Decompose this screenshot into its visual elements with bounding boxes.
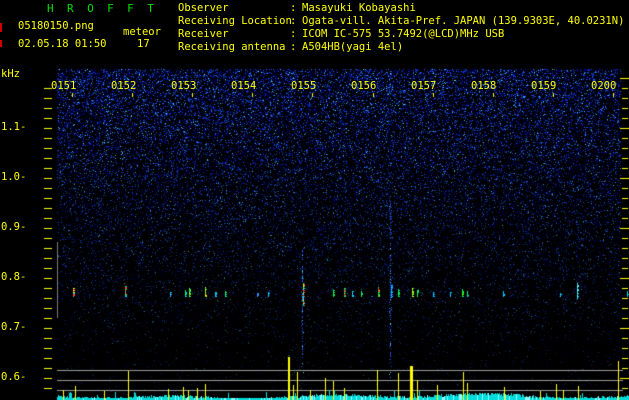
time-tick-label: 0151	[51, 80, 77, 92]
output-filename: 05180150.png	[18, 20, 94, 32]
time-tick-label: 0200	[591, 80, 617, 92]
info-value: ICOM IC-575 53.7492(@LCD)MHz USB	[302, 28, 505, 40]
info-value: A504HB(yagi 4el)	[302, 41, 404, 53]
info-colon: :	[290, 15, 297, 27]
app-title: H R O F F T	[47, 2, 158, 15]
time-tick-label: 0155	[291, 80, 317, 92]
mode-label: meteor	[123, 26, 161, 38]
freq-tick-label: 0.6-	[1, 371, 27, 383]
freq-tick-label: 0.8-	[1, 271, 27, 283]
time-tick-label: 0157	[411, 80, 437, 92]
info-label: Receiver	[178, 28, 229, 40]
y-axis-unit: kHz	[1, 68, 20, 80]
info-row-location: Receiving Location: Ogata-vill. Akita-Pre…	[178, 15, 624, 28]
info-row-antenna: Receiving antenna: A504HB(yagi 4el)	[178, 41, 624, 54]
info-value: Ogata-vill. Akita-Pref. JAPAN (139.9303E…	[302, 15, 625, 27]
time-tick-label: 0153	[171, 80, 197, 92]
datetime-label: 02.05.18 01:50	[18, 38, 107, 50]
time-tick-label: 0158	[471, 80, 497, 92]
red-edge-mark	[0, 40, 2, 47]
info-label: Receiving Location	[178, 15, 292, 27]
meteor-count: 17	[137, 38, 150, 50]
red-edge-mark	[0, 23, 2, 32]
info-colon: :	[290, 28, 297, 40]
time-tick-label: 0154	[231, 80, 257, 92]
freq-tick-label: 1.0-	[1, 171, 27, 183]
station-info: Observer: Masayuki Kobayashi Receiving Lo…	[178, 2, 624, 54]
time-tick-label: 0152	[111, 80, 137, 92]
info-value: Masayuki Kobayashi	[302, 2, 416, 14]
freq-tick-label: 0.9-	[1, 221, 27, 233]
info-label: Receiving antenna	[178, 41, 286, 53]
info-row-receiver: Receiver: ICOM IC-575 53.7492(@LCD)MHz US…	[178, 28, 624, 41]
time-tick-label: 0156	[351, 80, 377, 92]
time-tick-label: 0159	[531, 80, 557, 92]
info-row-observer: Observer: Masayuki Kobayashi	[178, 2, 624, 15]
info-label: Observer	[178, 2, 229, 14]
freq-tick-label: 0.7-	[1, 321, 27, 333]
info-colon: :	[290, 2, 297, 14]
info-colon: :	[290, 41, 297, 53]
freq-tick-label: 1.1-	[1, 121, 27, 133]
